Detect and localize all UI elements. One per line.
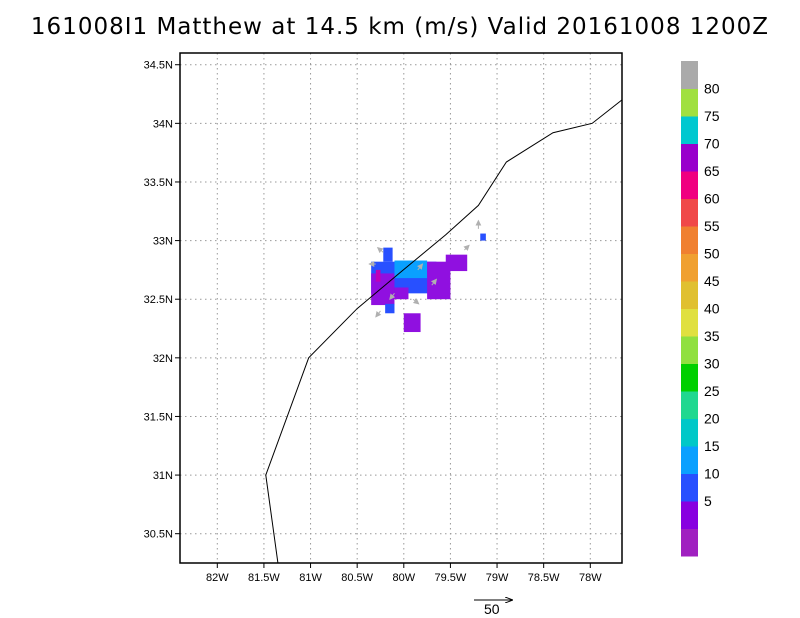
- wind-cell: [480, 233, 486, 241]
- colorbar-label: 50: [704, 246, 720, 262]
- colorbar-label: 25: [704, 383, 720, 399]
- colorbar-bin: [681, 116, 698, 144]
- colorbar-bin: [681, 253, 698, 282]
- wind-arrow: [376, 246, 384, 254]
- plot-frame: [179, 52, 623, 564]
- lat-tick-label: 32N: [153, 353, 173, 365]
- wind-cell: [403, 313, 421, 333]
- colorbar-label: 55: [704, 218, 720, 234]
- colorbar-label: 70: [704, 136, 720, 152]
- colorbar-label: 60: [704, 191, 720, 207]
- colorbar-label: 15: [704, 438, 720, 454]
- wind-field: [371, 233, 486, 333]
- lat-tick-label: 32.5N: [144, 294, 173, 306]
- gridlines: [180, 53, 622, 563]
- reference-vector-label: 50: [484, 601, 500, 617]
- lon-tick-label: 80W: [392, 572, 415, 584]
- lon-tick-label: 78.5W: [528, 572, 560, 584]
- lon-tick-label: 78W: [579, 572, 602, 584]
- colorbar-bin: [681, 391, 698, 419]
- colorbar-label: 10: [704, 466, 720, 482]
- lon-tick-label: 81.5W: [248, 572, 280, 584]
- wind-cell: [383, 247, 393, 262]
- colorbar-label: 80: [704, 81, 720, 97]
- reference-vector: 50: [474, 600, 512, 617]
- wind-arrow: [389, 293, 396, 300]
- colorbar-label: 65: [704, 163, 720, 179]
- colorbar-bin: [681, 226, 698, 254]
- wind-cell: [371, 273, 395, 306]
- wind-arrow: [463, 244, 470, 251]
- colorbar-bin: [681, 281, 698, 309]
- wind-cell: [385, 303, 395, 314]
- wind-arrow: [430, 278, 438, 286]
- wind-arrow: [416, 263, 424, 271]
- colorbar-bin: [681, 143, 698, 172]
- colorbar-bin: [681, 308, 698, 337]
- lat-tick-label: 34.5N: [144, 60, 173, 72]
- colorbar-bin: [681, 336, 698, 364]
- wind-vectors: [368, 219, 482, 318]
- lat-tick-label: 30.5N: [144, 529, 173, 541]
- colorbar-label: 40: [704, 301, 720, 317]
- colorbar-bin: [681, 473, 698, 502]
- colorbar-bin: [681, 171, 698, 199]
- colorbar: 5 10 15 20 25 30 35 40 45 50 55 60 65 70 75 80: [681, 61, 720, 557]
- lat-tick-label: 34N: [153, 118, 173, 130]
- colorbar-label: 20: [704, 411, 720, 427]
- lon-tick-label: 80.5W: [341, 572, 373, 584]
- colorbar-label: 45: [704, 273, 720, 289]
- lat-tick-label: 33.5N: [144, 177, 173, 189]
- wind-cell: [394, 287, 409, 300]
- lon-tick-label: 82W: [206, 572, 229, 584]
- colorbar-label: 5: [704, 493, 712, 509]
- coastline-path: [265, 99, 622, 563]
- wind-arrow: [375, 310, 382, 318]
- coastline: [265, 99, 622, 563]
- wind-cell: [375, 269, 381, 282]
- colorbar-label: 30: [704, 356, 720, 372]
- wind-arrow: [412, 298, 420, 305]
- colorbar-bin: [681, 88, 698, 117]
- wind-cell: [427, 261, 451, 300]
- lat-tick-label: 31.5N: [144, 411, 173, 423]
- colorbar-bin: [681, 363, 698, 392]
- longitude-ticks: 82W 81.5W 81W 80.5W 80W 79.5W 79W 78.5W 78W: [206, 563, 602, 584]
- wind-cell: [445, 254, 468, 272]
- lat-tick-label: 33N: [153, 236, 173, 248]
- colorbar-bin: [681, 61, 698, 89]
- colorbar-bin: [681, 501, 698, 529]
- lon-tick-label: 81W: [299, 572, 322, 584]
- colorbar-label: 35: [704, 328, 720, 344]
- lon-tick-label: 79.5W: [435, 572, 467, 584]
- colorbar-label: 75: [704, 108, 720, 124]
- colorbar-bin: [681, 418, 698, 447]
- colorbar-bin: [681, 198, 698, 227]
- latitude-ticks: 30.5N 31N 31.5N 32N 32.5N 33N 33.5N 34N 34.5N: [144, 60, 180, 541]
- map-title: 161008I1 Matthew at 14.5 km (m/s) Valid …: [30, 14, 770, 40]
- colorbar-bin: [681, 446, 698, 474]
- colorbar-bin: [681, 528, 698, 557]
- lat-tick-label: 31N: [153, 470, 173, 482]
- lon-tick-label: 79W: [486, 572, 509, 584]
